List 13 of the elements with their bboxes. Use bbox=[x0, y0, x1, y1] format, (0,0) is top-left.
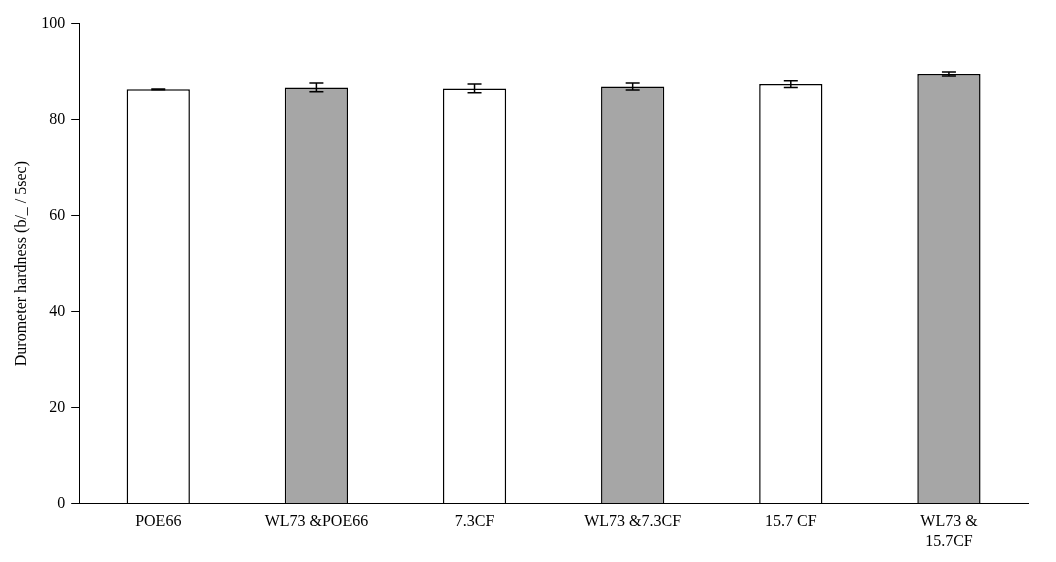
x-tick-label: 15.7 CF bbox=[765, 512, 817, 530]
y-tick-label: 60 bbox=[49, 205, 66, 223]
y-tick-label: 40 bbox=[49, 301, 66, 319]
y-tick-label: 0 bbox=[57, 493, 66, 511]
y-tick-label: 80 bbox=[49, 109, 66, 127]
x-tick-label: POE66 bbox=[135, 512, 182, 530]
x-tick-label: 7.3CF bbox=[454, 512, 495, 530]
x-tick-label: WL73 &POE66 bbox=[264, 512, 369, 530]
y-tick-label: 20 bbox=[49, 397, 66, 415]
x-tick-label: WL73 & 15.7CF bbox=[920, 512, 979, 549]
x-tick-label: WL73 &7.3CF bbox=[584, 512, 682, 530]
y-axis-title: Durometer hardness (b/_ / 5sec) bbox=[11, 160, 30, 367]
y-tick-label: 100 bbox=[41, 13, 66, 31]
